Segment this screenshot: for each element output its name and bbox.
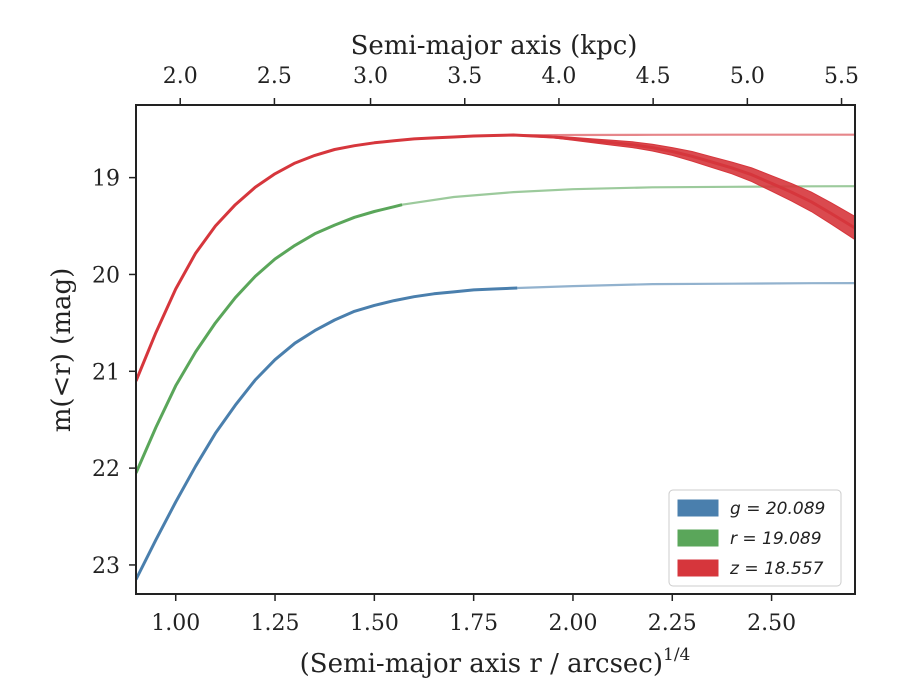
legend-swatch-z [677,559,719,577]
x-tick-label: 1.75 [449,611,498,636]
x-tick-label: 2.00 [548,611,597,636]
y-tick-label: 22 [92,457,120,482]
x2-tick-label: 5.5 [824,64,859,89]
legend: g = 20.089 r = 19.089 z = 18.557 [668,489,842,587]
x2-tick-label: 3.0 [353,64,388,89]
x2-tick-label: 3.5 [447,64,482,89]
x-tick-label: 2.25 [648,611,697,636]
y-tick-label: 20 [92,263,120,288]
x2-axis-title: Semi-major axis (kpc) [351,31,638,61]
series-z-line [136,133,855,382]
x2-tick-label: 2.0 [163,64,198,89]
x-tick-label: 1.00 [151,611,200,636]
x2-axis-ticks: 2.0 2.5 3.0 3.5 4.0 4.5 5.0 5.5 [163,64,859,105]
series-r-line [136,203,403,474]
x2-tick-label: 4.5 [636,64,671,89]
x-axis-title: (Semi-major axis r / arcsec)1/4 [300,645,691,679]
y-tick-label: 19 [92,167,120,192]
legend-label-g: g = 20.089 [730,499,825,519]
x2-tick-label: 5.0 [730,64,765,89]
x2-tick-label: 2.5 [257,64,292,89]
legend-swatch-r [677,529,719,547]
legend-label-r: r = 19.089 [730,529,822,549]
x-tick-label: 1.50 [350,611,399,636]
y-tick-label: 23 [92,554,120,579]
x-axis-title-text: (Semi-major axis r / arcsec) [300,649,663,679]
legend-swatch-g [677,499,719,517]
series-z-band [136,133,855,382]
y-axis-ticks: 19 20 21 22 23 [92,167,136,579]
x-tick-label: 2.50 [747,611,796,636]
x-axis-ticks: 1.00 1.25 1.50 1.75 2.00 2.25 2.50 [151,594,796,636]
series-g-line [136,286,518,581]
y-tick-label: 21 [92,360,120,385]
plot-series-group [136,133,855,581]
series-z-model-line [493,133,855,137]
legend-items: g = 20.089 r = 19.089 z = 18.557 [677,499,825,579]
series-g-model-line [517,282,855,290]
y-axis-title: m(<r) (mag) [47,268,77,433]
x2-tick-label: 4.0 [541,64,576,89]
legend-label-z: z = 18.557 [729,559,824,579]
x-axis-title-superscript: 1/4 [663,645,690,665]
plot-frame [135,104,856,595]
x-tick-label: 1.25 [251,611,300,636]
